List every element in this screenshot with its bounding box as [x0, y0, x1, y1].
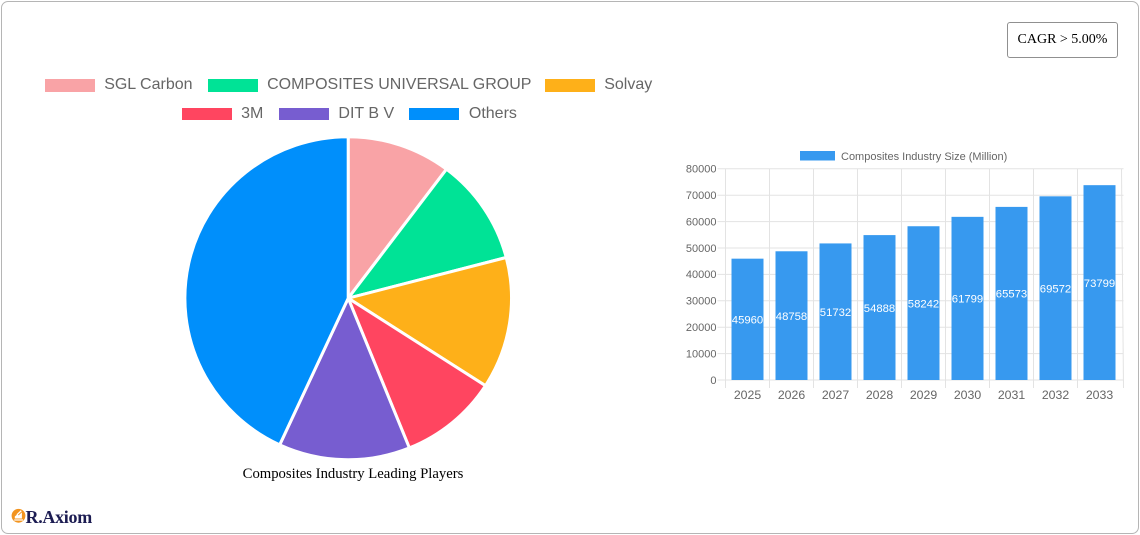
svg-text:58242: 58242 [908, 298, 939, 310]
svg-text:73799: 73799 [1084, 278, 1115, 290]
svg-text:30000: 30000 [686, 296, 717, 308]
svg-text:2029: 2029 [910, 388, 938, 402]
svg-text:48758: 48758 [776, 311, 807, 323]
svg-text:2027: 2027 [822, 388, 850, 402]
svg-text:10000: 10000 [686, 348, 717, 360]
svg-text:54888: 54888 [864, 303, 895, 315]
svg-text:40000: 40000 [686, 269, 717, 281]
svg-text:2031: 2031 [998, 388, 1026, 402]
svg-text:70000: 70000 [686, 190, 717, 202]
svg-text:Composites Industry Size (Mill: Composites Industry Size (Million) [841, 151, 1007, 163]
svg-text:61799: 61799 [952, 294, 983, 306]
svg-text:2030: 2030 [954, 388, 982, 402]
svg-text:51732: 51732 [820, 307, 851, 319]
svg-text:60000: 60000 [686, 216, 717, 228]
svg-text:45960: 45960 [732, 315, 763, 327]
svg-text:0: 0 [710, 375, 716, 387]
svg-text:65573: 65573 [996, 289, 1027, 301]
svg-text:2025: 2025 [734, 388, 762, 402]
svg-text:2028: 2028 [866, 388, 894, 402]
svg-text:2033: 2033 [1086, 388, 1114, 402]
svg-text:80000: 80000 [686, 164, 717, 176]
svg-text:50000: 50000 [686, 243, 717, 255]
svg-text:20000: 20000 [686, 322, 717, 334]
svg-text:2026: 2026 [778, 388, 806, 402]
svg-text:69572: 69572 [1040, 283, 1071, 295]
svg-text:2032: 2032 [1042, 388, 1070, 402]
